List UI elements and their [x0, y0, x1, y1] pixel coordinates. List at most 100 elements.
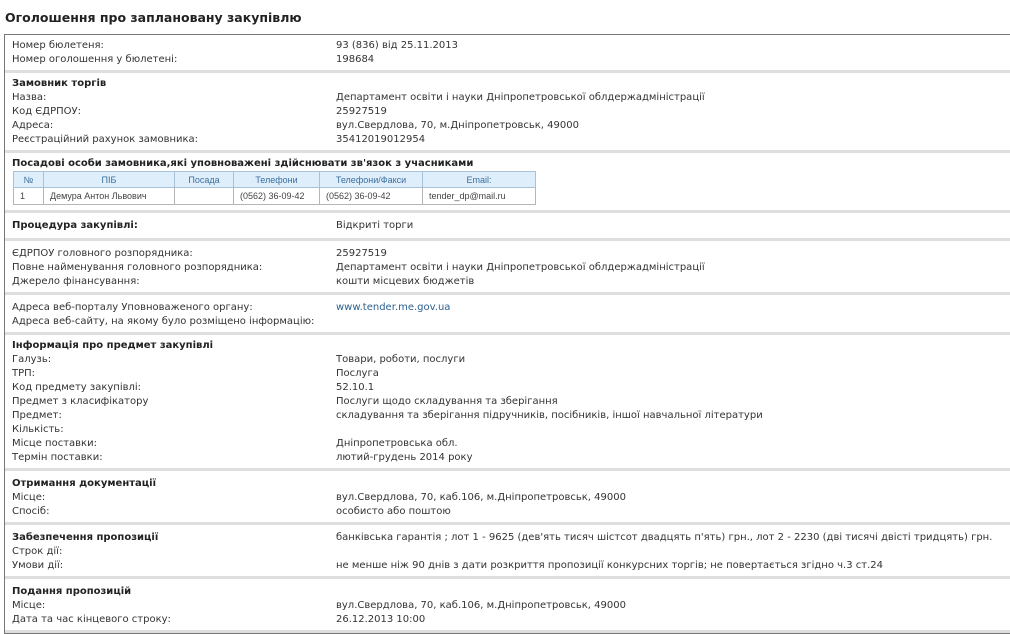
info-row: Повне найменування головного розпорядник… [12, 261, 1010, 275]
portal-link[interactable]: www.tender.me.gov.ua [336, 302, 451, 313]
submission-section: Подання пропозицій Місце: вул.Свердлова, … [5, 579, 1010, 633]
field-value: складування та зберігання підручників, п… [336, 410, 763, 421]
info-row: Процедура закупівлі: Відкриті торги [12, 219, 1010, 233]
info-row: Предмет з класифікатору Послуги щодо скла… [12, 395, 1010, 409]
field-label: Адреса: [12, 120, 54, 131]
field-label: Предмет з класифікатору [12, 396, 149, 407]
portal-section: Адреса веб-порталу Уповноваженого органу… [5, 295, 1010, 335]
field-label: Галузь: [12, 354, 52, 365]
column-header: Телефони [233, 171, 320, 188]
column-header: Посада [174, 171, 234, 188]
field-value: не менше ніж 90 днів з дати розкриття пр… [336, 560, 883, 571]
info-row: Дата та час кінцевого строку: 26.12.2013 … [12, 613, 1010, 627]
field-label: Адреса веб-сайту, на якому було розміщен… [12, 316, 315, 327]
table-cell: (0562) 36-09-42 [319, 187, 423, 205]
field-value: 93 (836) від 25.11.2013 [336, 40, 458, 51]
section-title: Забезпечення пропозиції [12, 532, 159, 543]
table-cell: (0562) 36-09-42 [233, 187, 320, 205]
field-value: 26.12.2013 10:00 [336, 614, 426, 625]
info-row: Адреса веб-сайту, на якому було розміщен… [12, 315, 1010, 329]
info-row: Кількість: [12, 423, 1010, 437]
customer-section: Замовник торгів Назва: Департамент освіти… [5, 73, 1010, 153]
field-value: особисто або поштою [336, 506, 451, 517]
bulletin-section: Номер бюлетеня: 93 (836) від 25.11.2013 Н… [5, 35, 1010, 73]
field-value: 198684 [336, 54, 375, 65]
field-label: Номер бюлетеня: [12, 40, 104, 51]
info-row: Номер бюлетеня: 93 (836) від 25.11.2013 [12, 39, 1010, 53]
field-label: Спосіб: [12, 506, 50, 517]
field-value [336, 423, 1010, 437]
section-title: Інформація про предмет закупівлі [12, 340, 214, 351]
section-title: Замовник торгів [12, 78, 107, 89]
field-label: ТРП: [12, 368, 36, 379]
field-label: Термін поставки: [12, 452, 103, 463]
field-value: 52.10.1 [336, 382, 375, 393]
field-label: Предмет: [12, 410, 62, 421]
field-label: Процедура закупівлі: [12, 220, 138, 231]
info-row: Адреса: вул.Свердлова, 70, м.Дніпропетров… [12, 119, 1010, 133]
officials-section: Посадові особи замовника,які уповноважен… [5, 153, 1010, 213]
field-value: Департамент освіти і науки Дніпропетровс… [336, 262, 705, 273]
field-value: лютий-грудень 2014 року [336, 452, 473, 463]
field-value: банківська гарантія ; лот 1 - 9625 (дев'… [336, 532, 993, 543]
field-label: Реєстраційний рахунок замовника: [12, 134, 199, 145]
field-value [336, 545, 1010, 559]
field-label: Умови дії: [12, 560, 64, 571]
field-value: вул.Свердлова, 70, каб.106, м.Дніпропетр… [336, 600, 626, 611]
info-row: Реєстраційний рахунок замовника: 35412019… [12, 133, 1010, 147]
field-label: Назва: [12, 92, 47, 103]
table-header-row: № ПІБ Посада Телефони Телефони/Факси Ema… [13, 171, 536, 188]
field-label: Адреса веб-порталу Уповноваженого органу… [12, 302, 253, 313]
info-row: ТРП: Послуга [12, 367, 1010, 381]
info-row: ЄДРПОУ головного розпорядника: 25927519 [12, 247, 1010, 261]
field-label: Строк дії: [12, 546, 63, 557]
table-cell: Демура Антон Львович [43, 187, 175, 205]
field-label: Код ЄДРПОУ: [12, 106, 81, 117]
column-header: Email: [422, 171, 536, 188]
section-title: Посадові особи замовника,які уповноважен… [12, 158, 474, 169]
field-value: Дніпропетровська обл. [336, 438, 458, 449]
field-label: Код предмету закупівлі: [12, 382, 142, 393]
procedure-section: Процедура закупівлі: Відкриті торги [5, 213, 1010, 241]
info-row: Номер оголошення у бюлетені: 198684 [12, 53, 1010, 67]
field-value: кошти місцевих бюджетів [336, 276, 475, 287]
info-row: Код предмету закупівлі: 52.10.1 [12, 381, 1010, 395]
info-row: Спосіб: особисто або поштою [12, 505, 1010, 519]
info-row: Місце поставки: Дніпропетровська обл. [12, 437, 1010, 451]
table-cell: 1 [13, 187, 44, 205]
documentation-section: Отримання документації Місце: вул.Свердло… [5, 471, 1010, 525]
field-label: Місце: [12, 492, 46, 503]
security-section: Забезпечення пропозиції банківська гарант… [5, 525, 1010, 579]
field-value: Відкриті торги [336, 220, 414, 231]
column-header: Телефони/Факси [319, 171, 423, 188]
info-row: Умови дії: не менше ніж 90 днів з дати ро… [12, 559, 1010, 573]
table-cell: tender_dp@mail.ru [422, 187, 536, 205]
field-label: Дата та час кінцевого строку: [12, 614, 171, 625]
field-value [336, 315, 1010, 329]
funding-section: ЄДРПОУ головного розпорядника: 25927519 П… [5, 241, 1010, 295]
page-title: Оголошення про заплановану закупівлю [5, 10, 302, 25]
column-header: № [13, 171, 44, 188]
field-label: Джерело фінансування: [12, 276, 140, 287]
field-value: Товари, роботи, послуги [336, 354, 466, 365]
officials-table: № ПІБ Посада Телефони Телефони/Факси Ema… [13, 171, 536, 205]
column-header: ПІБ [43, 171, 175, 188]
field-label: Повне найменування головного розпорядник… [12, 262, 263, 273]
info-row: Термін поставки: лютий-грудень 2014 року [12, 451, 1010, 465]
field-value: Послуга [336, 368, 379, 379]
section-title: Отримання документації [12, 478, 157, 489]
field-label: ЄДРПОУ головного розпорядника: [12, 248, 193, 259]
field-label: Кількість: [12, 424, 64, 435]
field-value: 25927519 [336, 248, 387, 259]
field-value: 25927519 [336, 106, 387, 117]
field-value: вул.Свердлова, 70, м.Дніпропетровськ, 49… [336, 120, 579, 131]
section-title: Подання пропозицій [12, 586, 132, 597]
subject-section: Інформація про предмет закупівлі Галузь:… [5, 335, 1010, 471]
info-row: Галузь: Товари, роботи, послуги [12, 353, 1010, 367]
info-row: Адреса веб-порталу Уповноваженого органу… [12, 301, 1010, 315]
info-row: Місце: вул.Свердлова, 70, каб.106, м.Дніп… [12, 491, 1010, 505]
field-label: Місце поставки: [12, 438, 97, 449]
field-label: Місце: [12, 600, 46, 611]
info-row: Предмет: складування та зберігання підруч… [12, 409, 1010, 423]
table-cell [174, 187, 234, 205]
